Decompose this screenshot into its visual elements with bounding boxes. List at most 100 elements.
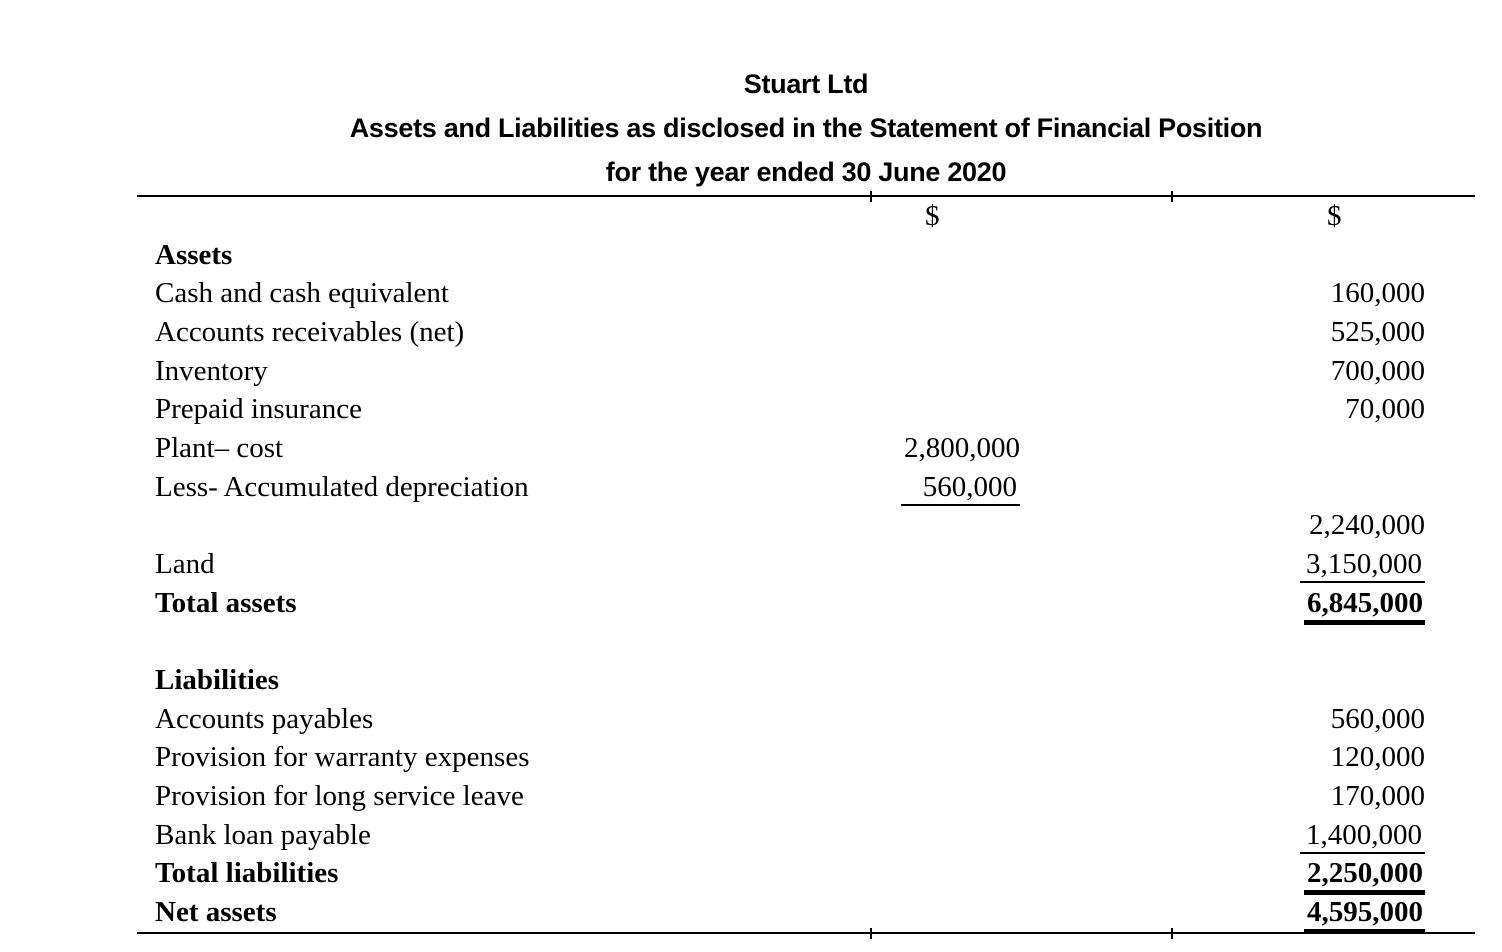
amount-col2-text: 1,400,000 <box>1300 819 1425 854</box>
row-label <box>137 622 870 661</box>
amount-col1 <box>870 622 1171 661</box>
column-header-dollar-1: $ <box>925 200 940 232</box>
amount-col2-text: 4,595,000 <box>1304 897 1425 935</box>
row-label-text: Plant– cost <box>155 432 284 465</box>
row-label: Net assets <box>137 893 870 932</box>
amount-col1 <box>870 777 1171 816</box>
amount-col1 <box>870 661 1171 700</box>
column-header-label <box>137 197 870 236</box>
row-label-text: Liabilities <box>155 664 280 697</box>
document-header: Stuart Ltd Assets and Liabilities as dis… <box>137 62 1475 194</box>
amount-col2-text: 560,000 <box>1330 702 1425 735</box>
row-label-text: Provision for warranty expenses <box>155 741 530 774</box>
row-label: Prepaid insurance <box>137 390 870 429</box>
row-label: Less- Accumulated depreciation <box>137 468 870 507</box>
column-divider-tick <box>870 191 872 202</box>
amount-col2: 560,000 <box>1171 700 1475 739</box>
column-divider-tick <box>870 927 872 939</box>
amount-col1 <box>870 584 1171 623</box>
row-label-text: Accounts receivables (net) <box>155 316 465 349</box>
row-label: Inventory <box>137 352 870 391</box>
amount-col2 <box>1171 661 1475 700</box>
amount-col1: 2,800,000 <box>870 429 1171 468</box>
table-row: Cash and cash equivalent 160,000 <box>137 274 1475 313</box>
amount-col2: 2,250,000 <box>1171 854 1475 896</box>
period-title: for the year ended 30 June 2020 <box>605 157 1007 187</box>
amount-col2: 4,595,000 <box>1171 893 1475 935</box>
table-bottom-border <box>137 927 1475 939</box>
table-row: Accounts receivables (net) 525,000 <box>137 313 1475 352</box>
row-label-text: Bank loan payable <box>155 818 371 851</box>
table-row: Prepaid insurance 70,000 <box>137 390 1475 429</box>
table-row: Land 3,150,000 <box>137 545 1475 584</box>
amount-col2 <box>1171 236 1475 275</box>
table-row: Provision for warranty expenses 120,000 <box>137 738 1475 777</box>
amount-col2-text: 700,000 <box>1330 354 1425 387</box>
table-top-border <box>137 191 1475 202</box>
amount-col2: 70,000 <box>1171 390 1475 429</box>
amount-col2-text: 525,000 <box>1330 316 1425 349</box>
amount-col1 <box>870 506 1171 545</box>
column-divider-tick <box>1171 191 1173 202</box>
amount-col1-text: 2,800,000 <box>904 432 1020 465</box>
row-label-text: Less- Accumulated depreciation <box>155 470 529 503</box>
row-label: Plant– cost <box>137 429 870 468</box>
table-row: Provision for long service leave 170,000 <box>137 777 1475 816</box>
column-header-row: $ $ <box>137 197 1475 236</box>
amount-col2-text: 6,845,000 <box>1304 587 1425 625</box>
row-label-text: Net assets <box>155 896 277 929</box>
amount-col2: 120,000 <box>1171 738 1475 777</box>
row-label-text: Total assets <box>155 586 297 619</box>
row-label-text: Assets <box>155 238 233 271</box>
amount-col1 <box>870 352 1171 391</box>
table-row <box>137 622 1475 661</box>
amount-col1 <box>870 236 1171 275</box>
amount-col2-text: 2,250,000 <box>1304 858 1425 896</box>
amount-col2: 700,000 <box>1171 352 1475 391</box>
row-label: Total assets <box>137 584 870 623</box>
amount-col1: 560,000 <box>870 468 1171 507</box>
row-label: Accounts payables <box>137 700 870 739</box>
financial-table: $ $ Assets Cash and cash equivalent 160,00… <box>137 191 1475 939</box>
amount-col1 <box>870 274 1171 313</box>
amount-col1 <box>870 816 1171 855</box>
row-label-text: Total liabilities <box>155 857 339 890</box>
table-row: Plant– cost 2,800,000 <box>137 429 1475 468</box>
company-name: Stuart Ltd <box>743 69 869 99</box>
amount-col1 <box>870 545 1171 584</box>
row-label: Total liabilities <box>137 854 870 893</box>
row-label-text: Provision for long service leave <box>155 780 524 813</box>
table-row: Inventory 700,000 <box>137 352 1475 391</box>
row-label-text: Accounts payables <box>155 702 374 735</box>
table-row: Assets <box>137 236 1475 275</box>
row-label-text: Land <box>155 548 215 581</box>
table-row: Net assets 4,595,000 <box>137 893 1475 935</box>
row-label-text: Inventory <box>155 354 268 387</box>
amount-col2-text: 70,000 <box>1345 393 1425 426</box>
table-row: Bank loan payable 1,400,000 <box>137 816 1475 855</box>
column-divider-tick <box>1171 927 1173 939</box>
row-label-text: Prepaid insurance <box>155 393 362 426</box>
amount-col1 <box>870 390 1171 429</box>
row-label: Accounts receivables (net) <box>137 313 870 352</box>
amount-col2: 170,000 <box>1171 777 1475 816</box>
amount-col2 <box>1171 468 1475 507</box>
amount-col1 <box>870 893 1171 932</box>
row-label: Cash and cash equivalent <box>137 274 870 313</box>
amount-col2-text: 120,000 <box>1330 741 1425 774</box>
table-row: Accounts payables 560,000 <box>137 700 1475 739</box>
amount-col2: 1,400,000 <box>1171 816 1475 855</box>
amount-col2: 525,000 <box>1171 313 1475 352</box>
row-label: Assets <box>137 236 870 275</box>
row-label: Provision for long service leave <box>137 777 870 816</box>
row-label-text: Cash and cash equivalent <box>155 277 449 310</box>
statement-title: Assets and Liabilities as disclosed in t… <box>349 113 1263 143</box>
amount-col2 <box>1171 429 1475 468</box>
amount-col2 <box>1171 622 1475 661</box>
row-label: Land <box>137 545 870 584</box>
table-rows: $ $ Assets Cash and cash equivalent 160,00… <box>137 197 1475 935</box>
amount-col1 <box>870 854 1171 893</box>
amount-col1-text: 560,000 <box>900 471 1020 506</box>
column-header-dollar-2: $ <box>1327 200 1342 232</box>
